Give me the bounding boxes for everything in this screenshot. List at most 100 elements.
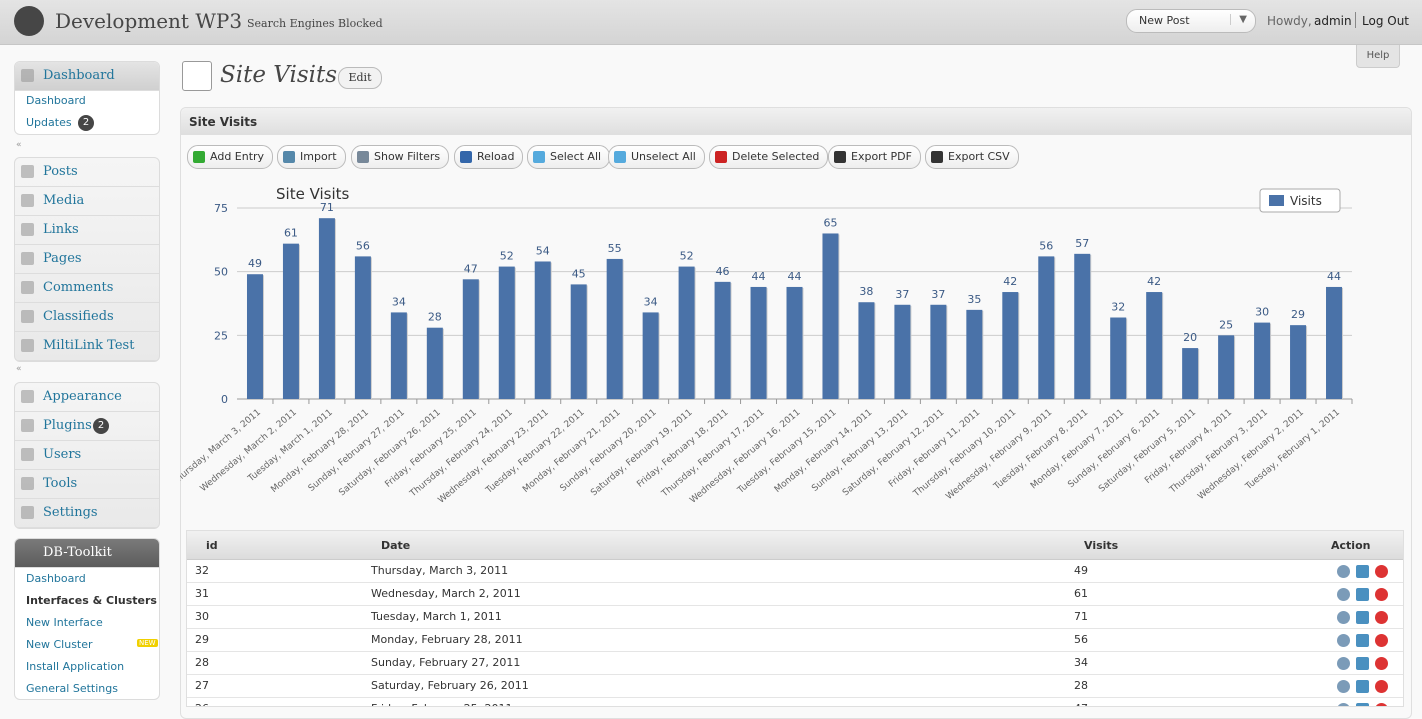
menu-label: Comments <box>43 280 114 295</box>
menu-icon <box>21 310 34 323</box>
toolbar-button[interactable]: Add Entry <box>187 145 274 169</box>
menu-item[interactable]: Users <box>15 441 159 470</box>
submenu-item[interactable]: Interfaces & Clusters <box>26 594 157 607</box>
submenu-item[interactable]: Dashboard <box>26 94 86 107</box>
menu-item[interactable]: Comments <box>15 274 159 303</box>
bar <box>930 304 947 399</box>
menu-label: Plugins <box>43 418 92 433</box>
menu-item[interactable]: DB-Toolkit <box>15 539 159 568</box>
submenu-item[interactable]: Dashboard <box>26 572 86 585</box>
submenu-item[interactable]: General Settings <box>26 682 118 695</box>
help-tab[interactable]: Help <box>1356 45 1400 68</box>
view-icon[interactable] <box>1337 680 1350 693</box>
delete-icon[interactable] <box>1375 657 1388 670</box>
bar <box>498 266 515 399</box>
bar <box>462 279 479 399</box>
edit-icon[interactable] <box>1356 634 1369 647</box>
menu-item[interactable]: Plugins <box>15 412 159 441</box>
data-label: 52 <box>680 250 694 263</box>
column-header: Visits <box>1084 539 1119 552</box>
delete-icon[interactable] <box>1375 611 1388 624</box>
table-row[interactable] <box>187 698 1403 706</box>
toolbar-button[interactable]: Select All <box>527 145 611 169</box>
bar <box>1218 335 1235 399</box>
table-row[interactable] <box>187 560 1403 583</box>
toolbar-button[interactable]: Import <box>277 145 346 169</box>
edit-icon[interactable] <box>1356 565 1369 578</box>
view-icon[interactable] <box>1337 634 1350 647</box>
table-cell: 71 <box>1074 610 1088 623</box>
menu-icon <box>21 390 34 403</box>
menu-item[interactable]: Tools <box>15 470 159 499</box>
table-row[interactable] <box>187 583 1403 606</box>
menu-item[interactable]: Links <box>15 216 159 245</box>
toolbar-button[interactable]: Export CSV <box>925 145 1019 169</box>
site-title[interactable]: Development WP3 <box>55 9 243 33</box>
dropdown-arrow: ▼ <box>1230 14 1247 25</box>
new-post-dropdown[interactable]: New Post ▼ <box>1126 9 1256 33</box>
toolbar-button[interactable]: Reload <box>454 145 524 169</box>
submenu-item[interactable]: Updates <box>26 116 72 129</box>
table-cell: Monday, February 28, 2011 <box>371 633 523 646</box>
menu-item[interactable]: Media <box>15 187 159 216</box>
table-row[interactable] <box>187 606 1403 629</box>
data-label: 61 <box>284 227 298 240</box>
menu-item[interactable]: Appearance <box>15 383 159 412</box>
data-label: 30 <box>1255 306 1269 319</box>
delete-icon[interactable] <box>1375 634 1388 647</box>
bar <box>1326 286 1343 399</box>
edit-icon[interactable] <box>1356 588 1369 601</box>
menu-item[interactable]: MiltiLink Test <box>15 332 159 361</box>
edit-button[interactable]: Edit <box>338 67 382 89</box>
button-label: Reload <box>477 150 515 163</box>
submenu-item[interactable]: New Interface <box>26 616 103 629</box>
toolbar-button[interactable]: Unselect All <box>608 145 705 169</box>
logout-link[interactable]: Log Out <box>1362 14 1410 28</box>
data-label: 55 <box>608 242 622 255</box>
delete-icon[interactable] <box>1375 565 1388 578</box>
y-tick-label: 50 <box>214 266 228 279</box>
button-label: Export PDF <box>851 150 912 163</box>
submenu-item[interactable]: New Cluster <box>26 638 93 651</box>
table-row[interactable] <box>187 652 1403 675</box>
menu-label: Settings <box>43 505 98 520</box>
menu-item[interactable]: Posts <box>15 158 159 187</box>
toolbar-button[interactable]: Show Filters <box>351 145 450 169</box>
view-icon[interactable] <box>1337 657 1350 670</box>
data-label: 44 <box>788 270 802 283</box>
menu-item[interactable]: Classifieds <box>15 303 159 332</box>
menu2-menu: Appearance Plugins Users Tools Settings 2 <box>14 382 160 529</box>
menu-label: Media <box>43 193 85 208</box>
menu-label: Classifieds <box>43 309 114 324</box>
button-icon <box>193 151 205 163</box>
view-icon[interactable] <box>1337 588 1350 601</box>
view-icon[interactable] <box>1337 611 1350 624</box>
wp-logo[interactable] <box>14 6 44 36</box>
data-label: 56 <box>1039 239 1053 252</box>
data-label: 34 <box>392 295 406 308</box>
data-label: 34 <box>644 295 658 308</box>
dashboard-menu: Dashboard Dashboard Updates 2 <box>14 61 160 135</box>
edit-icon[interactable] <box>1356 657 1369 670</box>
delete-icon[interactable] <box>1375 680 1388 693</box>
bar <box>1110 317 1127 399</box>
toolbar-button[interactable]: Delete Selected <box>709 145 829 169</box>
delete-icon[interactable] <box>1375 588 1388 601</box>
button-icon <box>834 151 846 163</box>
submenu-item[interactable]: Install Application <box>26 660 125 673</box>
data-label: 29 <box>1291 308 1305 321</box>
menu-label: Posts <box>43 164 78 179</box>
user-link[interactable]: admin <box>1314 14 1352 28</box>
table-cell: 56 <box>1074 633 1088 646</box>
menu-item[interactable]: Pages <box>15 245 159 274</box>
data-label: 46 <box>716 265 730 278</box>
toolbar-button[interactable]: Export PDF <box>828 145 921 169</box>
view-icon[interactable] <box>1337 565 1350 578</box>
table-row[interactable] <box>187 675 1403 698</box>
edit-icon[interactable] <box>1356 611 1369 624</box>
table-row[interactable] <box>187 629 1403 652</box>
menu-item[interactable]: Settings <box>15 499 159 528</box>
menu-item[interactable]: Dashboard <box>15 62 159 91</box>
edit-icon[interactable] <box>1356 703 1369 706</box>
edit-icon[interactable] <box>1356 680 1369 693</box>
